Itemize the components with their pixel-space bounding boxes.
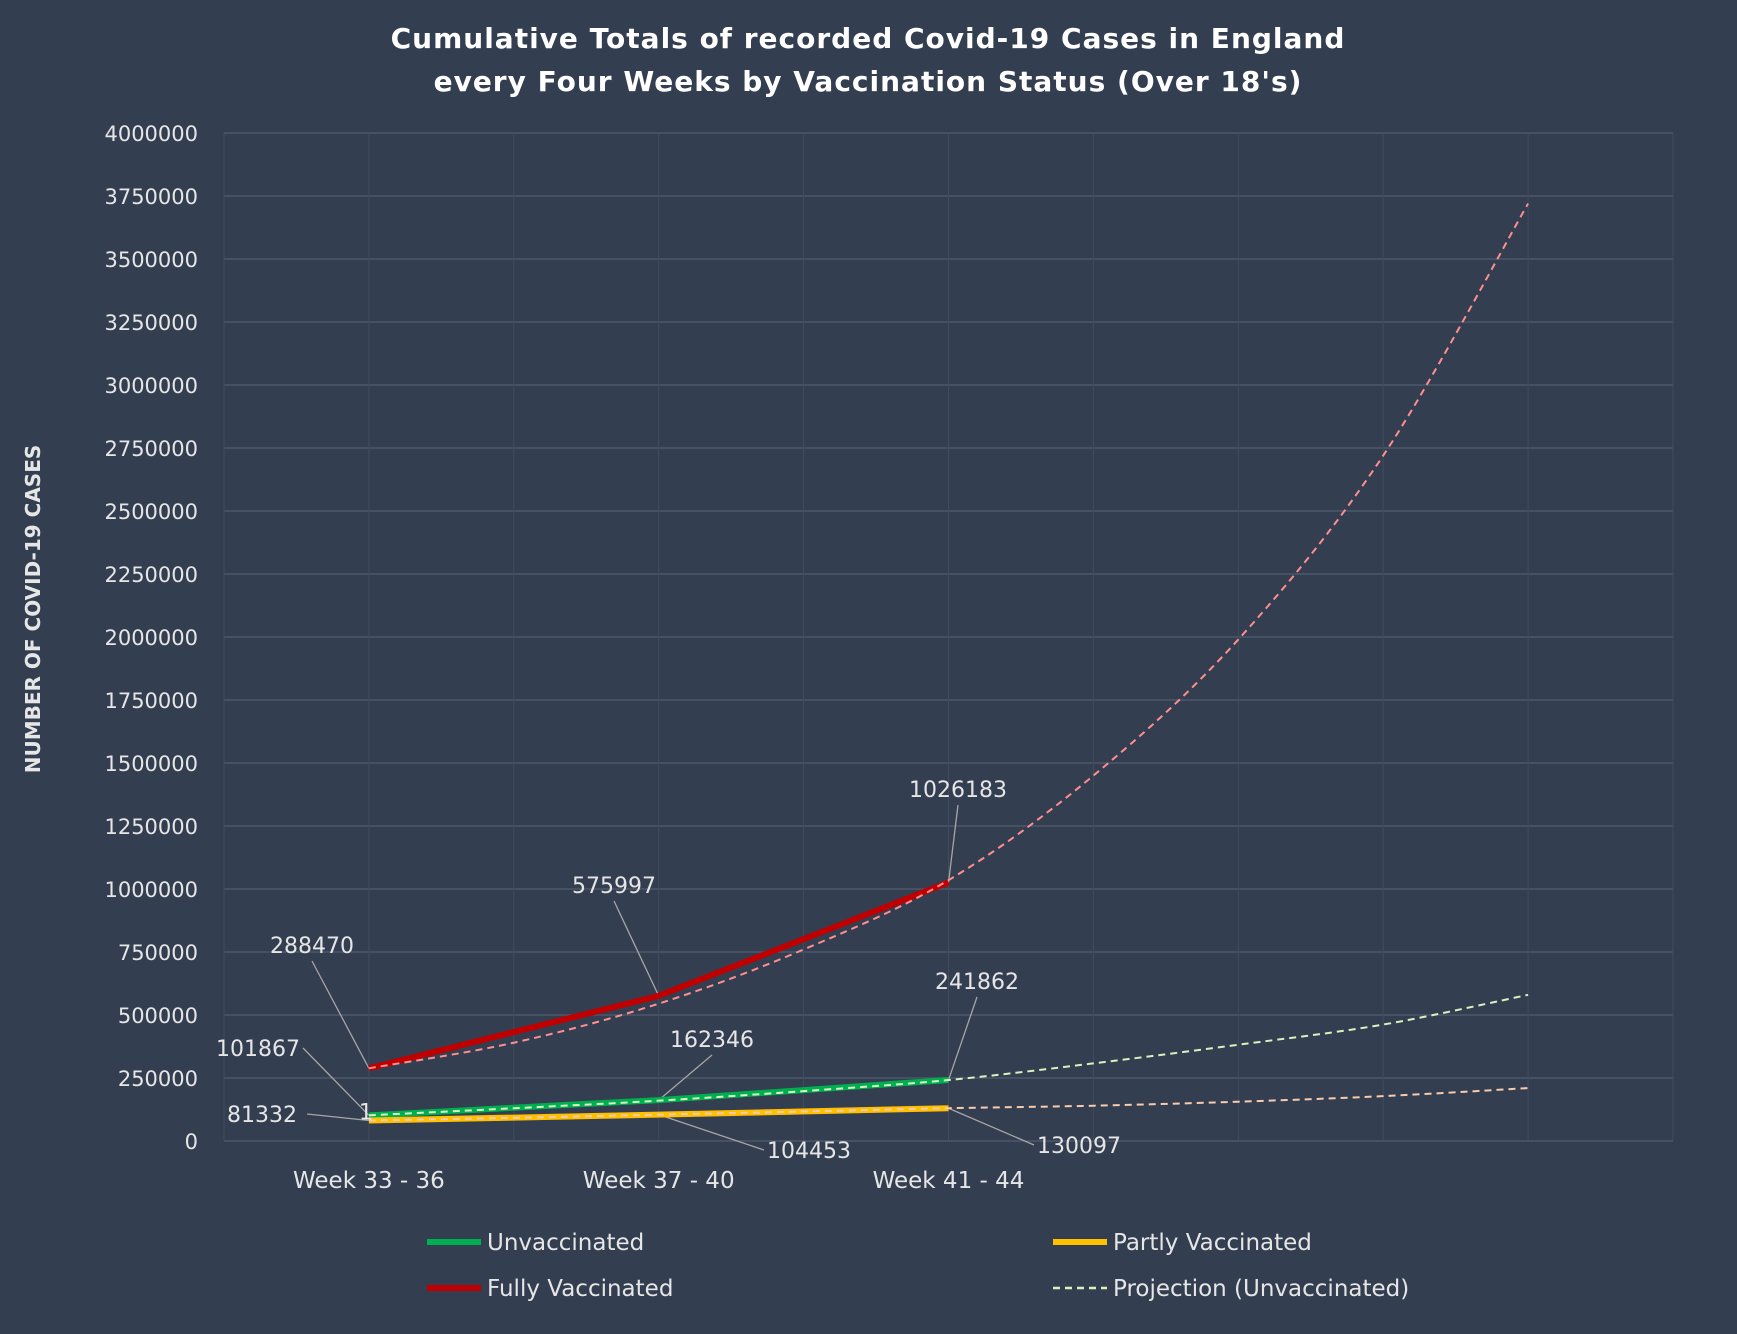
y-tick-label: 3000000 (104, 374, 198, 398)
data-labels: 101867 162346 241862 81332 104453 130097 28847… (216, 778, 1121, 1164)
data-label: 1026183 (909, 778, 1007, 803)
leader-line (613, 900, 660, 997)
projection-lines (368, 203, 1529, 1122)
leader-line (306, 1113, 369, 1122)
leader-line (311, 960, 370, 1069)
x-tick-label: Week 41 - 44 (873, 1168, 1025, 1194)
x-tick-labels: Week 33 - 36 Week 37 - 40 Week 41 - 44 (293, 1168, 1024, 1194)
y-tick-label: 500000 (118, 1004, 198, 1028)
legend-label-partly-vaccinated: Partly Vaccinated (1113, 1230, 1312, 1256)
y-tick-label: 2500000 (104, 500, 198, 524)
y-tick-label: 1000000 (104, 878, 198, 902)
y-tick-label: 250000 (118, 1067, 198, 1091)
y-tick-label: 1750000 (104, 689, 198, 713)
x-tick-label: Week 37 - 40 (583, 1168, 735, 1194)
y-tick-labels: 0 250000 500000 750000 1000000 1250000 1500000… (104, 122, 198, 1154)
leader-lines (302, 804, 1035, 1151)
y-tick-label: 1250000 (104, 815, 198, 839)
leader-line (658, 1054, 713, 1101)
data-label: 162346 (670, 1028, 754, 1053)
x-tick-label: Week 33 - 36 (293, 1168, 445, 1194)
legend-label-fully-vaccinated: Fully Vaccinated (487, 1276, 673, 1302)
y-tick-label: 4000000 (104, 122, 198, 146)
stray-data-label: 1 (359, 1100, 373, 1125)
y-tick-label: 3250000 (104, 311, 198, 335)
data-label: 575997 (572, 874, 656, 899)
gridlines (223, 132, 1674, 1142)
projection-line-projection-unvaccinated- (368, 993, 1529, 1117)
data-label: 241862 (935, 970, 1019, 995)
data-label: 130097 (1037, 1134, 1121, 1159)
data-label: 101867 (216, 1037, 300, 1062)
y-tick-label: 2750000 (104, 437, 198, 461)
legend-label-unvaccinated: Unvaccinated (487, 1230, 644, 1256)
chart-title-line-2: every Four Weeks by Vaccination Status (… (434, 65, 1303, 98)
leader-line (948, 1107, 1035, 1146)
leader-line (658, 1114, 765, 1151)
leader-line (302, 1047, 370, 1116)
data-label: 288470 (270, 934, 354, 959)
leader-line (947, 804, 959, 883)
leader-line (947, 996, 978, 1081)
data-label: 104453 (767, 1139, 851, 1164)
y-tick-label: 2250000 (104, 563, 198, 587)
y-tick-label: 3750000 (104, 185, 198, 209)
y-tick-label: 0 (185, 1130, 198, 1154)
projection-line-projection-partly-vaccinated- (368, 1087, 1529, 1122)
y-axis-title: NUMBER OF COVID-19 CASES (21, 445, 45, 774)
y-tick-label: 2000000 (104, 626, 198, 650)
legend: Unvaccinated Partly Vaccinated Fully Vacci… (427, 1230, 1409, 1302)
y-tick-label: 3500000 (104, 248, 198, 272)
y-tick-label: 750000 (118, 941, 198, 965)
legend-label-projection-unvaccinated-: Projection (Unvaccinated) (1113, 1276, 1409, 1302)
data-label: 81332 (227, 1103, 297, 1128)
chart-title-line-1: Cumulative Totals of recorded Covid-19 C… (391, 22, 1346, 55)
y-tick-label: 1500000 (104, 752, 198, 776)
